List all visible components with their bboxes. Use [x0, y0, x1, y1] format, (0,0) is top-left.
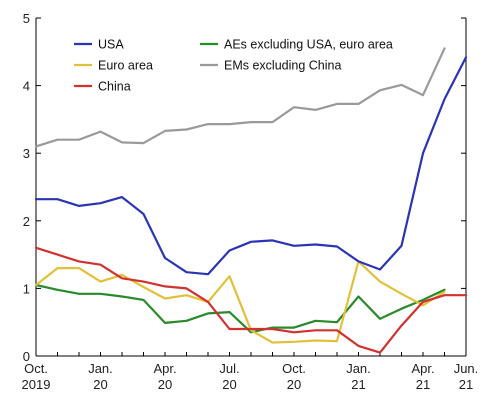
chart-axes: 012345Oct.2019Jan.20Apr.20Jul.20Oct.20Ja… — [22, 11, 479, 392]
x-tick-label: Jul. — [219, 361, 239, 376]
series-line-aes-excluding-usa-euro-area — [34, 283, 446, 334]
x-tick-label: Jun. — [454, 361, 479, 376]
x-tick-label: 21 — [351, 377, 365, 392]
y-tick-label: 3 — [23, 146, 30, 161]
series-line-usa — [34, 56, 468, 276]
x-tick-label: 2019 — [22, 377, 51, 392]
y-tick-label: 0 — [23, 349, 30, 364]
chart-legend: USA Euro area China AEs excluding USA, euro… — [74, 38, 393, 94]
y-tick-label: 5 — [23, 11, 30, 26]
legend-label: EMs excluding China — [224, 59, 341, 73]
legend-label: AEs excluding USA, euro area — [224, 38, 393, 52]
series-line-euro-area — [34, 260, 446, 344]
x-tick-label: Oct. — [282, 361, 306, 376]
y-tick-label: 1 — [23, 281, 30, 296]
x-tick-label: Apr. — [153, 361, 176, 376]
x-tick-label: 20 — [222, 377, 236, 392]
x-tick-label: 20 — [158, 377, 172, 392]
y-tick-label: 4 — [23, 79, 30, 94]
legend-label: China — [98, 80, 131, 94]
x-tick-label: 20 — [93, 377, 107, 392]
legend-label: USA — [98, 38, 124, 52]
y-tick-label: 2 — [23, 214, 30, 229]
series-line-china — [34, 246, 468, 354]
x-tick-label: Jan. — [88, 361, 113, 376]
x-tick-label: 21 — [416, 377, 430, 392]
chart-series-lines — [34, 47, 468, 354]
x-tick-label: Jan. — [346, 361, 371, 376]
series-line-ems-excluding-china — [34, 47, 446, 148]
x-tick-label: Apr. — [411, 361, 434, 376]
legend-label: Euro area — [98, 59, 153, 73]
x-tick-label: 20 — [287, 377, 301, 392]
x-tick-label: Oct. — [24, 361, 48, 376]
x-tick-label: 21 — [459, 377, 473, 392]
